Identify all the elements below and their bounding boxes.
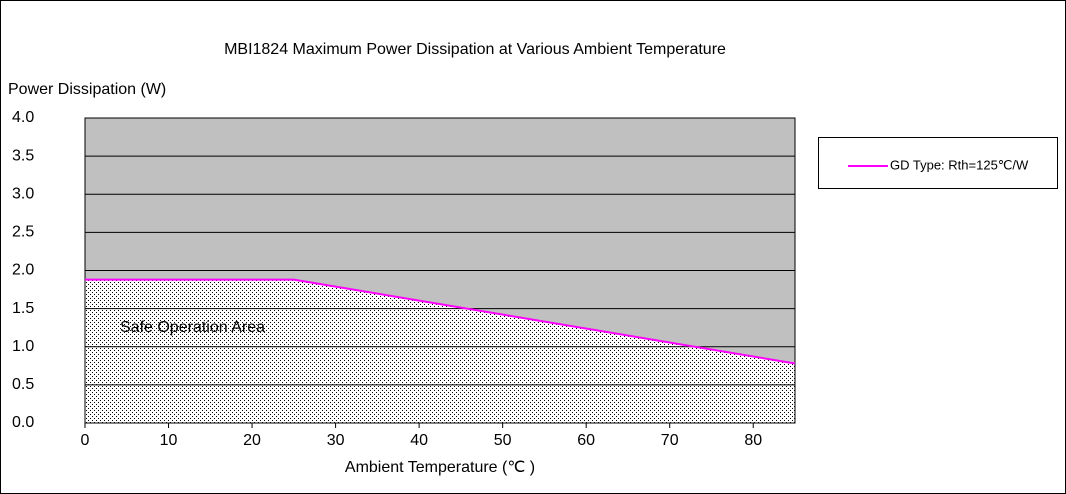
line: [85, 278, 796, 365]
y-tick-label: 0.0: [12, 414, 34, 431]
x-tick-label: 50: [494, 432, 512, 449]
legend-label: GD Type: Rth=125℃/W: [890, 157, 1029, 172]
y-tick-label: 2.0: [12, 262, 34, 279]
y-tick-label: 1.5: [12, 300, 34, 317]
x-tick-label: 80: [744, 432, 762, 449]
y-tick-label: 4.0: [12, 109, 34, 126]
x-tick-label: 10: [160, 432, 178, 449]
x-axis-label: Ambient Temperature (℃ ): [345, 459, 535, 476]
x-tick-label: 30: [327, 432, 345, 449]
x-tick-label: 20: [243, 432, 261, 449]
legend-box: [818, 137, 1058, 189]
y-tick-label: 3.0: [12, 185, 34, 202]
y-tick-label: 0.5: [12, 376, 34, 393]
x-tick-label: 60: [577, 432, 595, 449]
y-tick-label: 2.5: [12, 224, 34, 241]
safe-area: [85, 279, 795, 423]
annotation: Safe Operation Area: [120, 319, 265, 336]
plot-border: [84, 117, 796, 424]
chart-title: MBI1824 Maximum Power Dissipation at Var…: [224, 41, 726, 58]
x-tick-label: 0: [81, 432, 90, 449]
y-axis-label: Power Dissipation (W): [8, 81, 166, 98]
y-tick-label: 1.0: [12, 338, 34, 355]
x-tick-label: 40: [410, 432, 428, 449]
y-tick-label: 3.5: [12, 147, 34, 164]
x-tick-label: 70: [661, 432, 679, 449]
